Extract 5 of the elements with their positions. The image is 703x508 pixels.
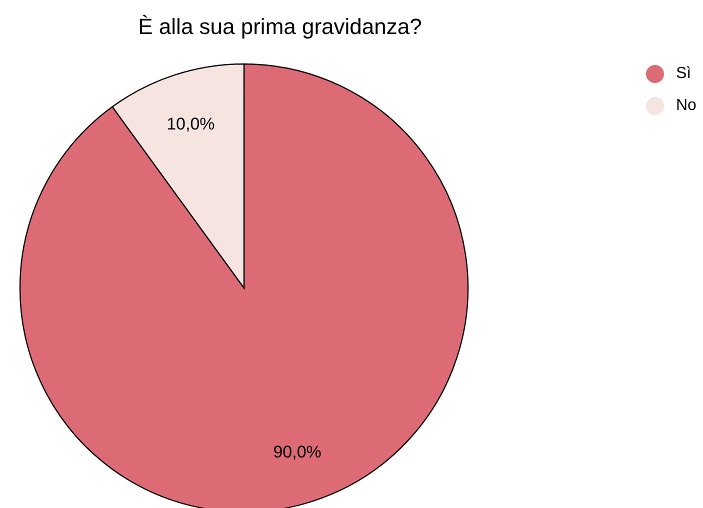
data-label: 10,0% [166,114,215,134]
data-label: 90,0% [273,442,322,462]
legend-label: No [676,97,696,115]
chart-title: È alla sua prima gravidanza? [137,14,423,40]
legend-label: Sì [676,65,692,83]
